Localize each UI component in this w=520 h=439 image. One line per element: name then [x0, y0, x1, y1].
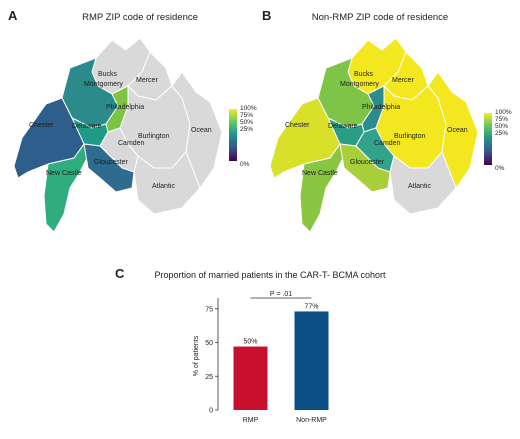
region-label-burlington: Burlington — [394, 133, 426, 140]
bar-non-rmp — [294, 311, 329, 410]
legend-colorbar — [229, 109, 237, 161]
region-label-philadelphia: Philadelphia — [362, 104, 400, 111]
map-rmp: Bucks Mercer Montgomery Philadelphia Chester… — [13, 37, 223, 233]
region-label-mercer: Mercer — [136, 77, 158, 84]
legend-tick-label: 75% — [240, 112, 254, 119]
region-label-gloucester: Gloucester — [350, 159, 385, 166]
region-gloucester — [83, 143, 135, 193]
p-value-annotation: P = .01 — [270, 291, 292, 298]
legend-non-rmp: 100% 75% 50% 25% 0% — [484, 109, 520, 172]
chart-title: Proportion of married patients in the CA… — [154, 270, 386, 280]
region-label-montgomery: Montgomery — [84, 81, 123, 88]
region-label-chester: Chester — [29, 122, 54, 129]
legend-tick-label: 100% — [495, 109, 512, 116]
legend-tick-label: 100% — [240, 105, 257, 112]
bar-rmp — [233, 346, 268, 410]
bar-data-label: 77% — [304, 303, 318, 310]
region-label-ocean: Ocean — [447, 127, 468, 134]
panel-a-letter: A — [8, 8, 18, 23]
legend-tick-label: 25% — [240, 126, 254, 133]
panel-c-letter: C — [115, 266, 125, 281]
y-tick-label: 50 — [205, 340, 213, 347]
legend-colorbar — [484, 113, 492, 165]
bar-data-label: 50% — [243, 339, 257, 346]
legend-tick-label: 75% — [495, 116, 509, 123]
y-tick-label: 25 — [205, 374, 213, 381]
region-label-atlantic: Atlantic — [152, 183, 175, 190]
region-atlantic — [389, 151, 457, 215]
y-tick-label: 0 — [209, 408, 213, 415]
region-label-delaware: Delaware — [328, 123, 358, 130]
map-non-rmp: Bucks Mercer Montgomery Philadelphia Chester… — [269, 37, 479, 233]
region-label-montgomery: Montgomery — [340, 81, 379, 88]
region-label-camden: Camden — [374, 140, 401, 147]
region-label-ocean: Ocean — [191, 127, 212, 134]
region-label-burlington: Burlington — [138, 133, 170, 140]
region-label-atlantic: Atlantic — [408, 183, 431, 190]
region-new-castle — [43, 142, 89, 233]
region-label-delaware: Delaware — [72, 123, 102, 130]
region-label-bucks: Bucks — [354, 71, 374, 78]
panel-b-letter: B — [262, 8, 272, 23]
y-axis-label: % of patients — [193, 335, 200, 376]
region-ocean — [427, 71, 479, 190]
region-label-gloucester: Gloucester — [94, 159, 129, 166]
y-tick-label: 75 — [205, 306, 213, 313]
region-new-castle — [299, 142, 345, 233]
x-tick-label: RMP — [243, 417, 259, 424]
region-gloucester — [339, 143, 391, 193]
x-tick-label: Non-RMP — [296, 417, 327, 424]
bar-chart: % of patients 0 25 50 75 50% RMP 77% Non-RMP P = … — [193, 291, 329, 424]
region-atlantic — [133, 151, 201, 215]
legend-tick-label: 0% — [240, 161, 250, 168]
region-label-camden: Camden — [118, 140, 145, 147]
panel-a-title: RMP ZIP code of residence — [82, 12, 198, 23]
legend-tick-label: 25% — [495, 130, 509, 137]
region-label-bucks: Bucks — [98, 71, 118, 78]
legend-tick-label: 50% — [240, 119, 254, 126]
panel-b-title: Non-RMP ZIP code of residence — [311, 12, 449, 23]
region-label-chester: Chester — [285, 122, 310, 129]
region-label-mercer: Mercer — [392, 77, 414, 84]
region-ocean — [171, 71, 223, 190]
region-label-new-castle: New Castle — [302, 170, 338, 177]
legend-tick-label: 0% — [495, 165, 505, 172]
region-label-new-castle: New Castle — [46, 170, 82, 177]
legend-rmp: 100% 75% 50% 25% 0% — [229, 105, 273, 168]
region-label-philadelphia: Philadelphia — [106, 104, 144, 111]
legend-tick-label: 50% — [495, 123, 509, 130]
